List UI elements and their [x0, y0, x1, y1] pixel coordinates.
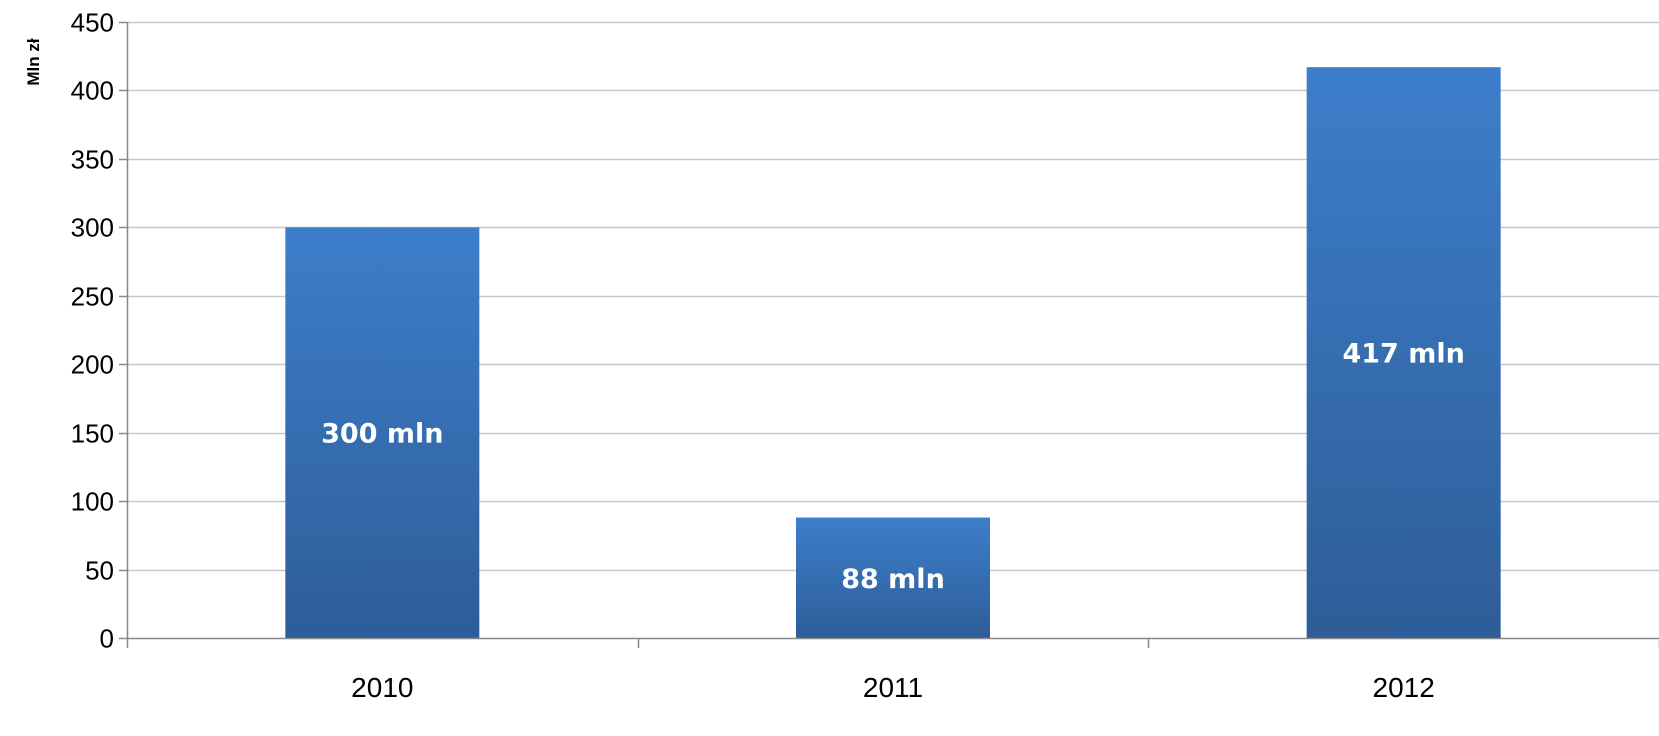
y-tick-label: 50	[85, 556, 114, 586]
bars	[285, 67, 1501, 639]
y-tick-label: 200	[71, 350, 114, 380]
y-tick-label: 450	[71, 8, 114, 38]
x-tick-label: 2011	[863, 672, 923, 703]
y-tick-label: 300	[71, 213, 114, 243]
axes	[119, 21, 1659, 648]
labels: 0 50 100 150 200 250 300 350 400 450 300 mln 2010 88…	[71, 8, 1465, 704]
data-label: 88 mln	[841, 564, 945, 595]
y-tick-label: 0	[100, 624, 114, 654]
data-label: 300 mln	[321, 419, 443, 450]
y-axis-title: Mln zł	[24, 38, 43, 85]
bar-2010	[285, 227, 480, 639]
y-tick-label: 350	[71, 145, 114, 175]
y-tick-label: 250	[71, 282, 114, 312]
y-tick-label: 150	[71, 419, 114, 449]
y-tick-label: 400	[71, 76, 114, 106]
y-tick-label: 100	[71, 487, 114, 517]
data-label: 417 mln	[1342, 339, 1464, 370]
x-tick-label: 2010	[351, 672, 413, 703]
bar-2011	[796, 517, 990, 638]
x-tick-label: 2012	[1373, 672, 1435, 703]
bar-2012	[1306, 67, 1501, 638]
